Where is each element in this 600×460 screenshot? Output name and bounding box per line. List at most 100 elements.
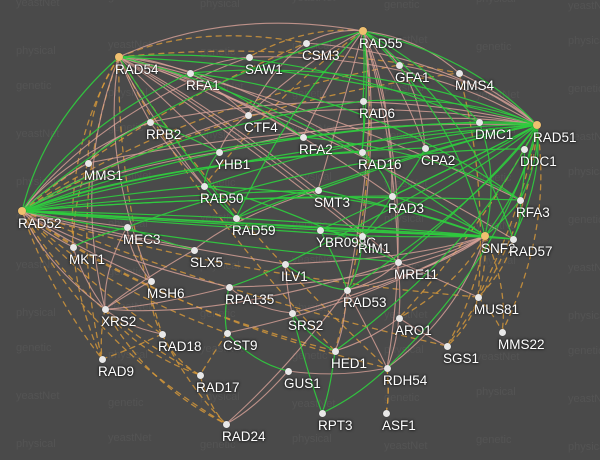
node-label-rfa2[interactable]: RFA2 — [299, 142, 333, 157]
node-label-rad59[interactable]: RAD59 — [232, 223, 276, 238]
node-dot-rfa3[interactable] — [516, 196, 524, 204]
node-label-rpt3[interactable]: RPT3 — [318, 418, 353, 433]
node-dot-sgs1[interactable] — [443, 342, 451, 350]
node-label-rfa3[interactable]: RFA3 — [516, 205, 550, 220]
node-label-rad17[interactable]: RAD17 — [196, 380, 240, 395]
node-dot-rad3[interactable] — [388, 192, 396, 200]
node-label-ddc1[interactable]: DDC1 — [520, 154, 557, 169]
node-dot-rad54[interactable] — [115, 53, 123, 61]
node-dot-gfa1[interactable] — [395, 61, 403, 69]
node-dot-dmc1[interactable] — [475, 118, 483, 126]
node-label-yhb1[interactable]: YHB1 — [215, 157, 251, 172]
node-label-gus1[interactable]: GUS1 — [284, 376, 321, 391]
node-label-cpa2[interactable]: CPA2 — [421, 153, 456, 168]
node-label-cst9[interactable]: CST9 — [223, 338, 258, 353]
node-dot-mms1[interactable] — [84, 159, 92, 167]
node-label-rad16[interactable]: RAD16 — [358, 157, 402, 172]
node-label-xrs2[interactable]: XRS2 — [101, 314, 137, 329]
node-label-dmc1[interactable]: DMC1 — [475, 127, 514, 142]
node-label-ilv1[interactable]: ILV1 — [281, 269, 308, 284]
node-dot-ybr099c[interactable] — [316, 226, 324, 234]
node-label-asf1[interactable]: ASF1 — [382, 418, 416, 433]
node-label-snf2[interactable]: SNF2 — [481, 241, 516, 256]
node-label-mms22[interactable]: MMS22 — [498, 337, 545, 352]
node-label-mus81[interactable]: MUS81 — [474, 302, 520, 317]
node-label-rdh54[interactable]: RDH54 — [383, 373, 428, 388]
node-dot-rad18[interactable] — [158, 330, 166, 338]
node-dot-asf1[interactable] — [382, 409, 390, 417]
node-label-rad18[interactable]: RAD18 — [158, 339, 202, 354]
node-label-rim1[interactable]: RIM1 — [358, 241, 391, 256]
node-dot-rfa1[interactable] — [186, 69, 194, 77]
node-dot-rpb2[interactable] — [146, 118, 154, 126]
node-label-sgs1[interactable]: SGS1 — [443, 351, 480, 366]
node-dot-rad53[interactable] — [343, 286, 351, 294]
node-dot-rim1[interactable] — [358, 232, 366, 240]
node-label-hed1[interactable]: HED1 — [331, 356, 368, 371]
node-label-mkt1[interactable]: MKT1 — [69, 252, 106, 267]
node-dot-rad17[interactable] — [196, 371, 204, 379]
node-dot-cst9[interactable] — [223, 329, 231, 337]
node-dot-rdh54[interactable] — [383, 364, 391, 372]
node-dot-ddc1[interactable] — [520, 145, 528, 153]
node-dot-snf2[interactable] — [481, 232, 489, 240]
node-label-rad51[interactable]: RAD51 — [533, 130, 577, 145]
node-dot-rad59[interactable] — [232, 214, 240, 222]
node-label-saw1[interactable]: SAW1 — [245, 62, 283, 77]
node-label-aro1[interactable]: ARO1 — [395, 323, 432, 338]
node-dot-cpa2[interactable] — [421, 144, 429, 152]
node-label-rad55[interactable]: RAD55 — [359, 36, 403, 51]
node-dot-saw1[interactable] — [245, 53, 253, 61]
node-dot-aro1[interactable] — [395, 314, 403, 322]
node-label-slx5[interactable]: SLX5 — [190, 255, 224, 270]
node-dot-mkt1[interactable] — [69, 243, 77, 251]
node-dot-mec3[interactable] — [123, 223, 131, 231]
node-dot-msh6[interactable] — [147, 277, 155, 285]
node-label-srs2[interactable]: SRS2 — [288, 318, 324, 333]
node-dot-slx5[interactable] — [190, 246, 198, 254]
node-dot-xrs2[interactable] — [101, 305, 109, 313]
node-dot-hed1[interactable] — [331, 347, 339, 355]
node-dot-rad52[interactable] — [18, 207, 26, 215]
node-dot-rad16[interactable] — [358, 148, 366, 156]
node-label-rad6[interactable]: RAD6 — [359, 106, 396, 121]
node-dot-yhb1[interactable] — [215, 148, 223, 156]
node-dot-rpa135[interactable] — [225, 283, 233, 291]
node-label-smt3[interactable]: SMT3 — [314, 195, 351, 210]
node-label-mms1[interactable]: MMS1 — [84, 168, 124, 183]
node-label-msh6[interactable]: MSH6 — [147, 286, 185, 301]
node-dot-rad50[interactable] — [200, 182, 208, 190]
node-dot-mms4[interactable] — [455, 69, 463, 77]
node-dot-rad55[interactable] — [359, 27, 367, 35]
node-label-rad24[interactable]: RAD24 — [222, 429, 266, 444]
node-dot-rad6[interactable] — [359, 97, 367, 105]
node-dot-smt3[interactable] — [314, 186, 322, 194]
node-dot-gus1[interactable] — [284, 367, 292, 375]
node-label-rpb2[interactable]: RPB2 — [146, 127, 182, 142]
node-label-mre11[interactable]: MRE11 — [394, 267, 439, 282]
node-dot-rad57[interactable] — [509, 235, 517, 243]
node-label-rfa1[interactable]: RFA1 — [186, 78, 220, 93]
node-dot-ilv1[interactable] — [281, 260, 289, 268]
node-label-csm3[interactable]: CSM3 — [302, 48, 340, 63]
node-label-rad52[interactable]: RAD52 — [18, 216, 62, 231]
node-label-rad57[interactable]: RAD57 — [509, 244, 553, 259]
node-label-rad54[interactable]: RAD54 — [115, 62, 159, 77]
node-dot-rpt3[interactable] — [318, 409, 326, 417]
node-label-rpa135[interactable]: RPA135 — [225, 292, 275, 307]
node-label-gfa1[interactable]: GFA1 — [395, 70, 430, 85]
node-dot-rfa2[interactable] — [299, 133, 307, 141]
node-label-ctf4[interactable]: CTF4 — [244, 120, 278, 135]
node-dot-mms22[interactable] — [498, 328, 506, 336]
node-dot-mus81[interactable] — [474, 293, 482, 301]
node-label-rad3[interactable]: RAD3 — [388, 201, 425, 216]
node-label-rad50[interactable]: RAD50 — [200, 191, 244, 206]
node-label-rad9[interactable]: RAD9 — [98, 364, 135, 379]
node-label-mms4[interactable]: MMS4 — [455, 78, 495, 93]
node-dot-rad9[interactable] — [98, 355, 106, 363]
node-dot-mre11[interactable] — [394, 258, 402, 266]
node-dot-rad24[interactable] — [222, 420, 230, 428]
node-dot-srs2[interactable] — [288, 309, 296, 317]
